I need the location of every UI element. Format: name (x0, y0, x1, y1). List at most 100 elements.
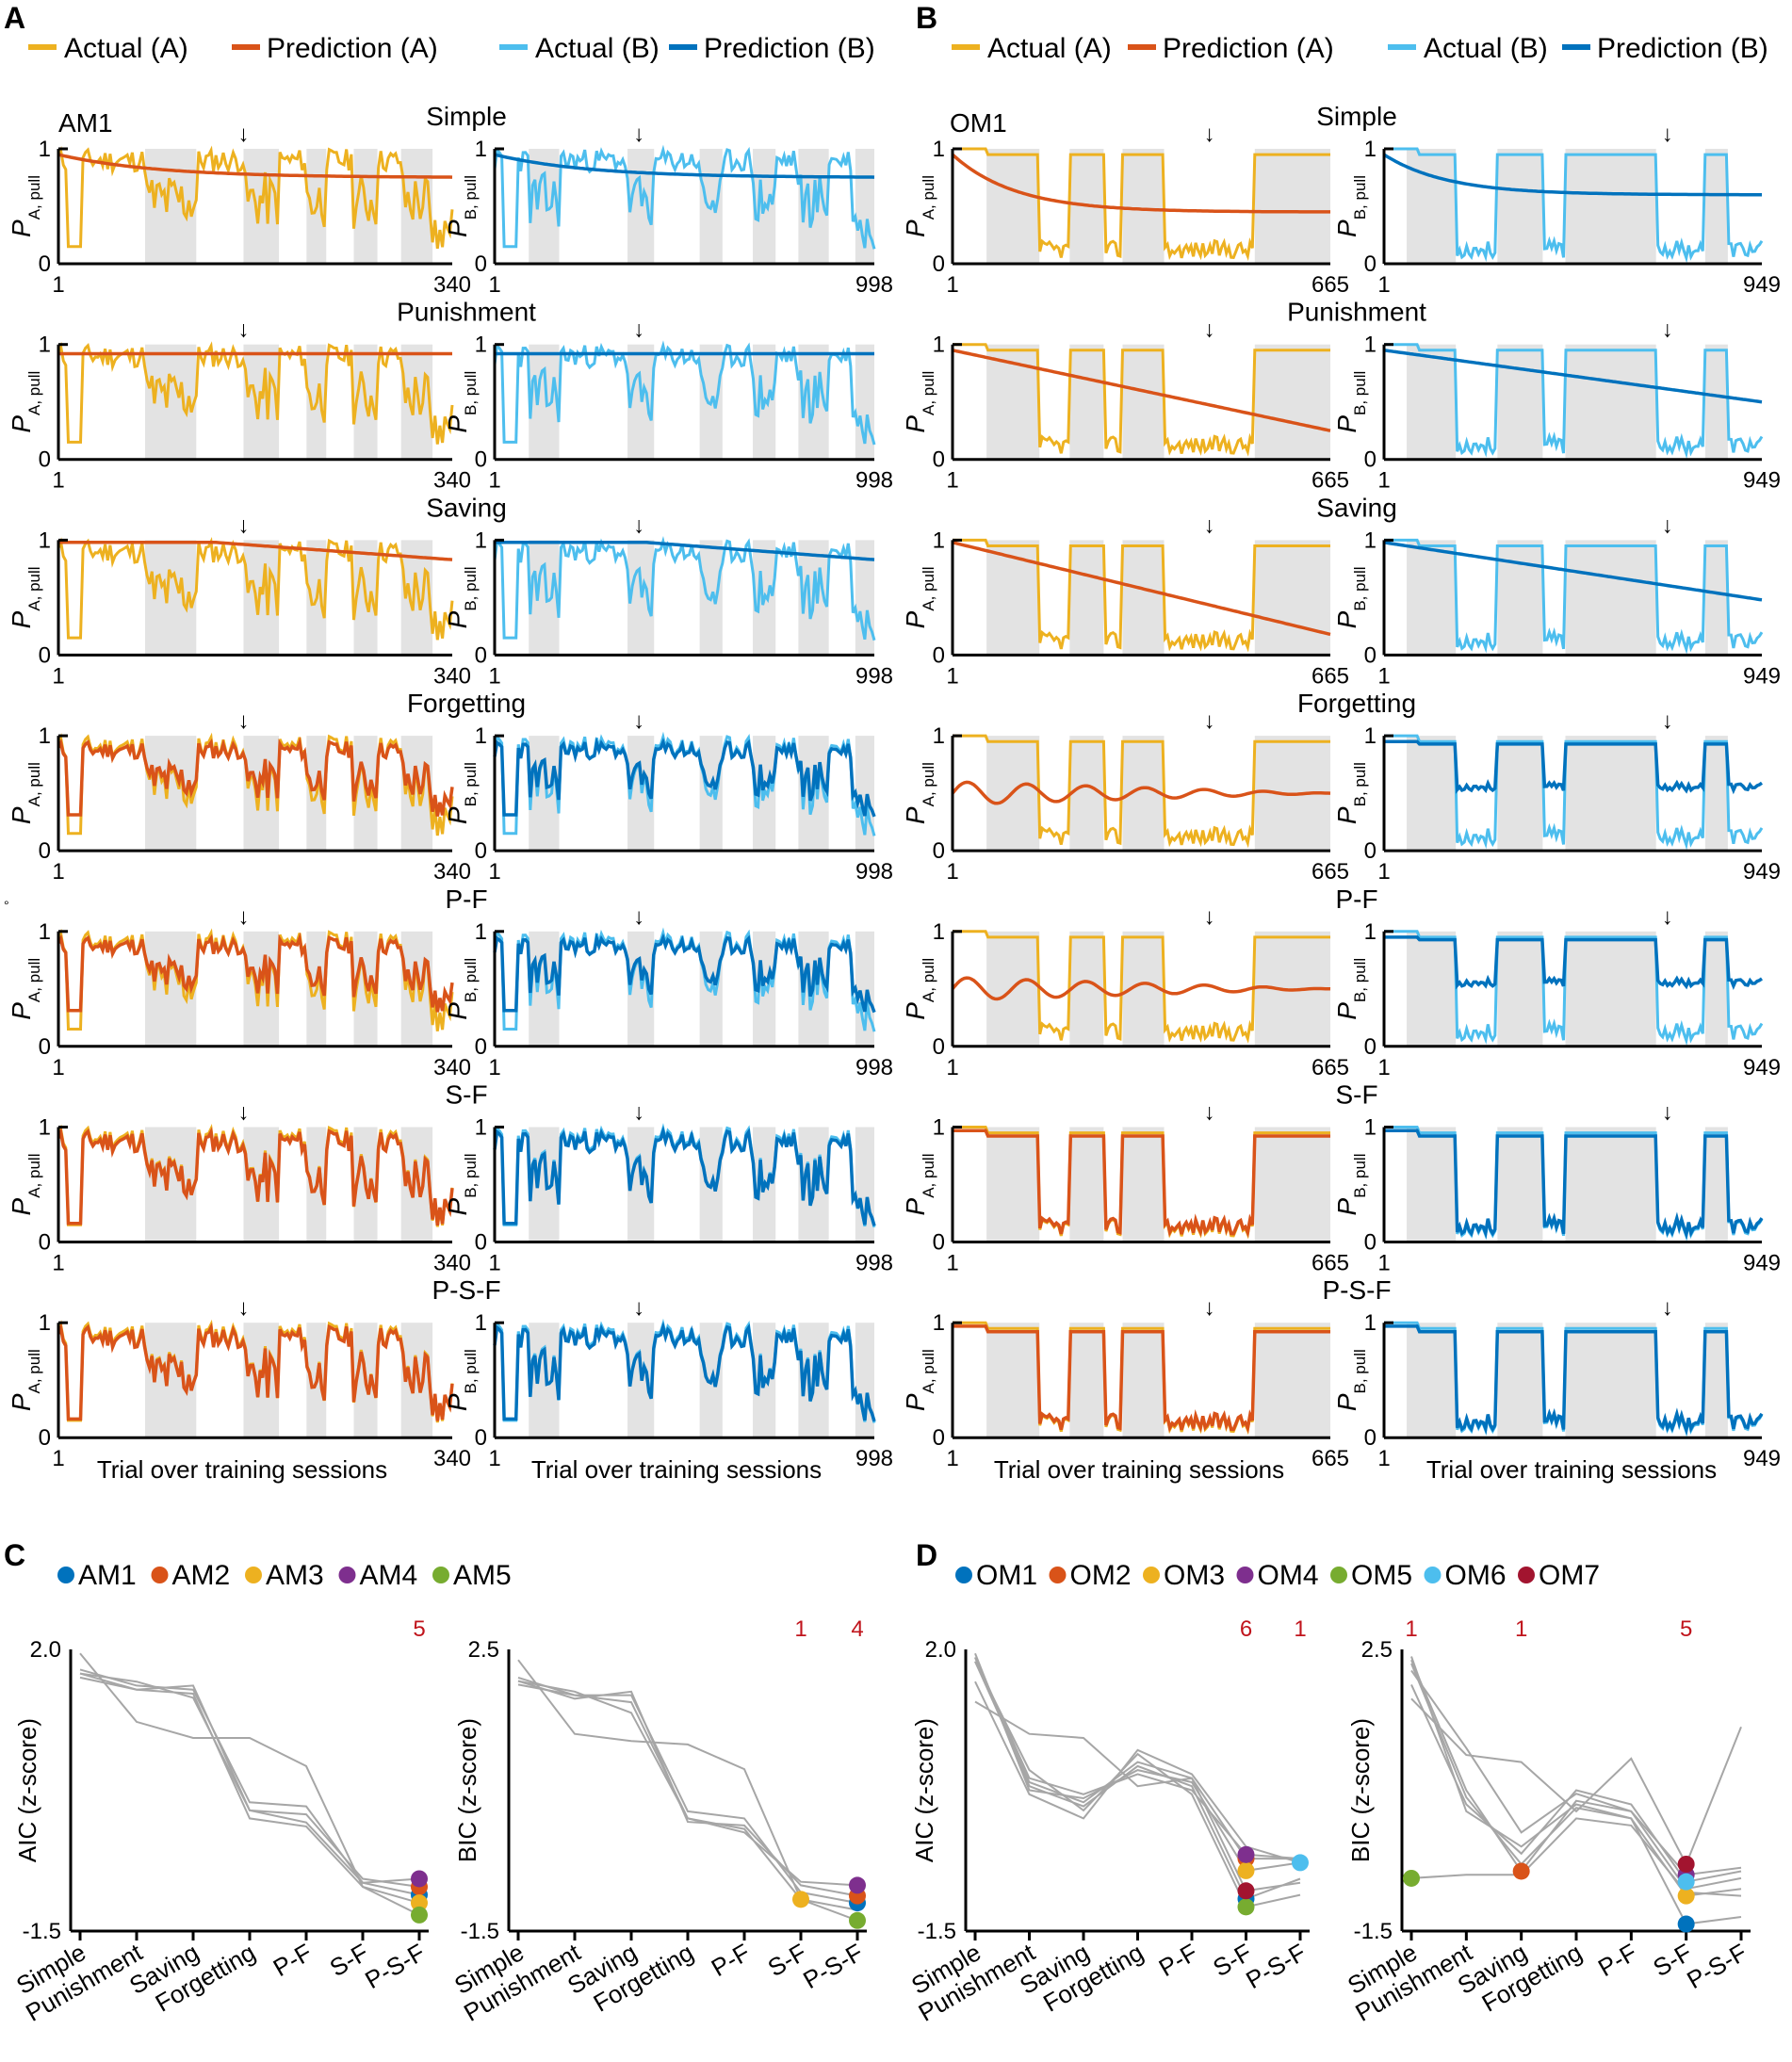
legend-d: OM1 OM2 OM3 OM4 OM5 OM6 OM7 (955, 1560, 1600, 1591)
y-axis-label: PA, pull (7, 566, 43, 628)
series-line-AM1 (79, 1668, 420, 1896)
y-axis-label: PA, pull (7, 371, 43, 433)
y-axis-label: PA, pull (901, 371, 937, 433)
session-arrow: ↓ (1204, 317, 1215, 343)
y-label-main: P (1332, 610, 1361, 628)
y-label-main: P (1332, 1197, 1361, 1215)
y-axis-label: PB, pull (443, 371, 480, 433)
x-tick-end: 949 (1743, 1251, 1781, 1276)
prediction-line (493, 736, 876, 818)
ts-plot-Ab-2: 101 998↓PB, pull (443, 512, 893, 689)
x-tick-start: 1 (52, 272, 64, 298)
legend-label-actual-a: Actual (A) (64, 33, 188, 64)
y-label-sub: B, pull (462, 566, 480, 610)
best-dot-OM7 (1677, 1855, 1695, 1873)
legend-label-prediction-a-b: Prediction (A) (1163, 33, 1334, 64)
legend-label-OM7: OM7 (1539, 1560, 1600, 1591)
session-arrow: ↓ (237, 1295, 249, 1321)
y-tick-label-0: 0 (39, 1230, 51, 1256)
legend-label-AM3: AM3 (266, 1560, 324, 1591)
x-tick-start: 1 (488, 1055, 500, 1080)
shaded-block (243, 1323, 280, 1438)
y-label-main: P (901, 415, 930, 433)
best-dot-AM4 (411, 1870, 428, 1888)
actual-line (953, 734, 1330, 849)
session-arrow: ↓ (1662, 122, 1673, 147)
y-label-sub: A, pull (920, 371, 937, 415)
actual-line (953, 1126, 1330, 1240)
actual-line (1384, 147, 1764, 264)
category-label-P-S-F: P-S-F (1682, 1938, 1751, 1994)
best-count: 6 (1240, 1616, 1252, 1642)
prediction-line (495, 541, 875, 561)
shaded-block (529, 344, 560, 460)
ts-plot-Ab-0: 101 998↓PB, pull (443, 122, 893, 298)
y-label-main: P (7, 219, 36, 237)
y-label-sub: A, pull (25, 1154, 43, 1198)
y-tick-label-0: 0 (475, 1034, 487, 1060)
series-line-AM4 (517, 1680, 858, 1887)
shaded-block (1122, 149, 1165, 264)
best-dot-OM3 (1677, 1887, 1695, 1905)
session-arrow: ↓ (633, 122, 644, 147)
y-tick-label-1: 1 (39, 919, 51, 945)
x-tick-end: 665 (1311, 859, 1349, 885)
shaded-block (1565, 149, 1656, 264)
subject-label-b: OM1 (950, 108, 1007, 138)
actual-line (1384, 734, 1764, 851)
ts-plot-Aa-3: 101 340↓PA, pull (7, 708, 471, 885)
legend-dot-OM6 (1424, 1567, 1442, 1583)
session-arrow: ↓ (1662, 904, 1673, 930)
x-tick-start: 1 (488, 859, 500, 885)
y-tick-label-1: 1 (475, 1115, 487, 1141)
y-tick-label-1: 1 (39, 137, 51, 162)
prediction-line (951, 976, 1331, 1001)
category-label-P-S-F: P-S-F (1241, 1938, 1311, 1994)
model-title: P-S-F (1322, 1275, 1391, 1305)
ts-plot-Ba-5: 101 665↓PA, pull (901, 1100, 1349, 1276)
x-tick-end: 665 (1311, 468, 1349, 494)
ts-plot-Ba-4: 101 665↓PA, pull (901, 904, 1349, 1080)
xlabel-a-left: Trial over training sessions (97, 1455, 387, 1484)
session-arrow: ↓ (633, 317, 644, 343)
stray-dot-marker: ° (4, 898, 9, 913)
y-axis-label: PB, pull (1332, 371, 1369, 433)
legend-label-actual-b: Actual (B) (535, 33, 660, 64)
y-label-sub: A, pull (920, 1154, 937, 1198)
y-tick-label-1: 1 (1364, 1115, 1377, 1141)
shaded-block (1069, 344, 1104, 460)
model-title: P-F (1335, 885, 1377, 914)
xlabel-b-right: Trial over training sessions (1426, 1455, 1717, 1484)
category-label-P-S-F: P-S-F (360, 1938, 430, 1994)
x-tick-start: 1 (488, 1251, 500, 1276)
y-tick-top: 2.0 (925, 1637, 956, 1663)
y-tick-bottom: -1.5 (918, 1919, 956, 1944)
session-arrow: ↓ (633, 1295, 644, 1321)
y-tick-label-0: 0 (39, 252, 51, 277)
legend-label-actual-a-b: Actual (A) (987, 33, 1112, 64)
y-tick-bottom: -1.5 (461, 1919, 499, 1944)
shaded-block (1407, 1127, 1457, 1242)
x-tick-start: 1 (1377, 1446, 1390, 1471)
best-count: 1 (1405, 1616, 1417, 1642)
y-tick-label-0: 0 (933, 838, 945, 864)
prediction-line (1384, 739, 1764, 795)
x-tick-start: 1 (946, 1251, 958, 1276)
prediction-line (494, 153, 875, 179)
shaded-block (986, 1323, 1040, 1438)
legend-label-OM3: OM3 (1164, 1560, 1225, 1591)
session-arrow: ↓ (633, 1100, 644, 1126)
x-tick-start: 1 (1377, 272, 1390, 298)
x-tick-end: 340 (433, 1446, 471, 1471)
actual-line (57, 536, 454, 641)
model-title: Forgetting (407, 689, 526, 718)
series-line-AM5 (79, 1652, 420, 1916)
x-tick-start: 1 (52, 859, 64, 885)
y-label-main: P (443, 219, 472, 237)
best-dot-OM2 (1512, 1862, 1530, 1880)
shaded-block (1497, 344, 1543, 460)
y-axis-label: PA, pull (7, 175, 43, 237)
